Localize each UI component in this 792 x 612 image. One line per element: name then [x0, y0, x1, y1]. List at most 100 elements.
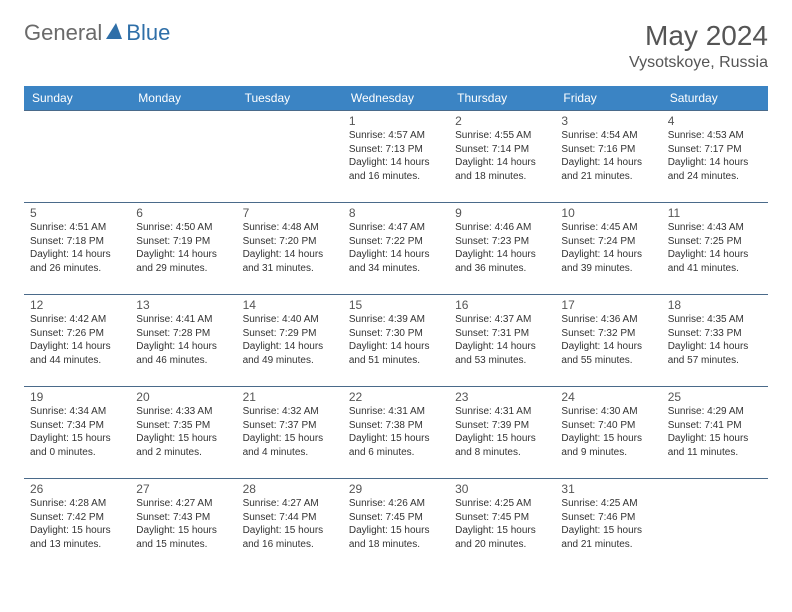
cell-text: Sunset: 7:25 PM [668, 235, 762, 249]
cell-text: Sunset: 7:22 PM [349, 235, 443, 249]
cell-text: and 53 minutes. [455, 354, 549, 368]
cell-text: and 24 minutes. [668, 170, 762, 184]
cell-text: Sunset: 7:29 PM [243, 327, 337, 341]
cell-text: Sunrise: 4:31 AM [455, 405, 549, 419]
cell-text: Daylight: 15 hours [561, 432, 655, 446]
cell-text: Sunset: 7:35 PM [136, 419, 230, 433]
calendar-cell: 18Sunrise: 4:35 AMSunset: 7:33 PMDayligh… [662, 295, 768, 383]
cell-text: Sunrise: 4:27 AM [136, 497, 230, 511]
cell-text: and 0 minutes. [30, 446, 124, 460]
day-number: 20 [136, 390, 230, 404]
calendar-cell: 25Sunrise: 4:29 AMSunset: 7:41 PMDayligh… [662, 387, 768, 475]
calendar-cell: 6Sunrise: 4:50 AMSunset: 7:19 PMDaylight… [130, 203, 236, 291]
day-number: 27 [136, 482, 230, 496]
day-number: 23 [455, 390, 549, 404]
day-number: 19 [30, 390, 124, 404]
day-number: 21 [243, 390, 337, 404]
day-number: 24 [561, 390, 655, 404]
calendar-cell: 11Sunrise: 4:43 AMSunset: 7:25 PMDayligh… [662, 203, 768, 291]
cell-text: Sunrise: 4:39 AM [349, 313, 443, 327]
brand-name-2: Blue [126, 20, 170, 46]
day-number: 6 [136, 206, 230, 220]
calendar-cell: 28Sunrise: 4:27 AMSunset: 7:44 PMDayligh… [237, 479, 343, 567]
calendar-cell: 7Sunrise: 4:48 AMSunset: 7:20 PMDaylight… [237, 203, 343, 291]
cell-text: Sunset: 7:37 PM [243, 419, 337, 433]
cell-text: Sunset: 7:43 PM [136, 511, 230, 525]
cell-text: Sunset: 7:28 PM [136, 327, 230, 341]
day-number: 13 [136, 298, 230, 312]
cell-text: Sunrise: 4:54 AM [561, 129, 655, 143]
cell-text: and 8 minutes. [455, 446, 549, 460]
cell-text: Sunset: 7:13 PM [349, 143, 443, 157]
calendar-row: 12Sunrise: 4:42 AMSunset: 7:26 PMDayligh… [24, 295, 768, 383]
cell-text: Daylight: 14 hours [561, 248, 655, 262]
location: Vysotskoye, Russia [629, 54, 768, 72]
cell-text: Sunset: 7:39 PM [455, 419, 549, 433]
cell-text: Sunrise: 4:32 AM [243, 405, 337, 419]
cell-text: and 34 minutes. [349, 262, 443, 276]
day-number: 18 [668, 298, 762, 312]
calendar-row: 5Sunrise: 4:51 AMSunset: 7:18 PMDaylight… [24, 203, 768, 291]
cell-text: Sunset: 7:17 PM [668, 143, 762, 157]
cell-text: Daylight: 14 hours [349, 156, 443, 170]
day-number: 12 [30, 298, 124, 312]
calendar-cell: 15Sunrise: 4:39 AMSunset: 7:30 PMDayligh… [343, 295, 449, 383]
cell-text: Daylight: 14 hours [561, 340, 655, 354]
cell-text: and 18 minutes. [349, 538, 443, 552]
day-number: 22 [349, 390, 443, 404]
cell-text: Daylight: 15 hours [30, 524, 124, 538]
cell-text: Daylight: 14 hours [455, 156, 549, 170]
cell-text: Sunrise: 4:30 AM [561, 405, 655, 419]
cell-text: and 2 minutes. [136, 446, 230, 460]
cell-text: Sunset: 7:45 PM [349, 511, 443, 525]
cell-text: Daylight: 14 hours [243, 340, 337, 354]
day-number: 30 [455, 482, 549, 496]
cell-text: and 13 minutes. [30, 538, 124, 552]
calendar-cell: 10Sunrise: 4:45 AMSunset: 7:24 PMDayligh… [555, 203, 661, 291]
cell-text: Sunset: 7:38 PM [349, 419, 443, 433]
cell-text: and 11 minutes. [668, 446, 762, 460]
cell-text: and 39 minutes. [561, 262, 655, 276]
cell-text: Daylight: 14 hours [243, 248, 337, 262]
cell-text: Sunrise: 4:53 AM [668, 129, 762, 143]
cell-text: and 9 minutes. [561, 446, 655, 460]
day-number: 14 [243, 298, 337, 312]
calendar-cell: 16Sunrise: 4:37 AMSunset: 7:31 PMDayligh… [449, 295, 555, 383]
calendar-row: 26Sunrise: 4:28 AMSunset: 7:42 PMDayligh… [24, 479, 768, 567]
cell-text: Sunset: 7:40 PM [561, 419, 655, 433]
cell-text: Sunset: 7:42 PM [30, 511, 124, 525]
calendar-cell: 23Sunrise: 4:31 AMSunset: 7:39 PMDayligh… [449, 387, 555, 475]
calendar-cell: 27Sunrise: 4:27 AMSunset: 7:43 PMDayligh… [130, 479, 236, 567]
cell-text: Sunrise: 4:33 AM [136, 405, 230, 419]
calendar-cell: 31Sunrise: 4:25 AMSunset: 7:46 PMDayligh… [555, 479, 661, 567]
day-header-row: SundayMondayTuesdayWednesdayThursdayFrid… [24, 86, 768, 111]
day-header: Thursday [449, 86, 555, 111]
day-number: 29 [349, 482, 443, 496]
calendar-cell: 26Sunrise: 4:28 AMSunset: 7:42 PMDayligh… [24, 479, 130, 567]
cell-text: Daylight: 15 hours [349, 524, 443, 538]
day-number: 8 [349, 206, 443, 220]
cell-text: Sunrise: 4:48 AM [243, 221, 337, 235]
cell-text: Sunrise: 4:47 AM [349, 221, 443, 235]
cell-text: and 16 minutes. [349, 170, 443, 184]
cell-text: Sunset: 7:46 PM [561, 511, 655, 525]
cell-text: and 46 minutes. [136, 354, 230, 368]
cell-text: Daylight: 15 hours [455, 432, 549, 446]
cell-text: and 44 minutes. [30, 354, 124, 368]
calendar-cell [237, 111, 343, 199]
title-block: May 2024 Vysotskoye, Russia [629, 20, 768, 72]
cell-text: Sunrise: 4:50 AM [136, 221, 230, 235]
calendar-cell: 8Sunrise: 4:47 AMSunset: 7:22 PMDaylight… [343, 203, 449, 291]
cell-text: and 29 minutes. [136, 262, 230, 276]
cell-text: Daylight: 14 hours [30, 248, 124, 262]
calendar-cell: 14Sunrise: 4:40 AMSunset: 7:29 PMDayligh… [237, 295, 343, 383]
cell-text: Daylight: 14 hours [455, 340, 549, 354]
day-header: Sunday [24, 86, 130, 111]
calendar-cell: 12Sunrise: 4:42 AMSunset: 7:26 PMDayligh… [24, 295, 130, 383]
cell-text: Sunrise: 4:51 AM [30, 221, 124, 235]
cell-text: Daylight: 14 hours [136, 340, 230, 354]
cell-text: Daylight: 15 hours [561, 524, 655, 538]
cell-text: Sunrise: 4:28 AM [30, 497, 124, 511]
cell-text: Daylight: 15 hours [136, 524, 230, 538]
day-number: 31 [561, 482, 655, 496]
